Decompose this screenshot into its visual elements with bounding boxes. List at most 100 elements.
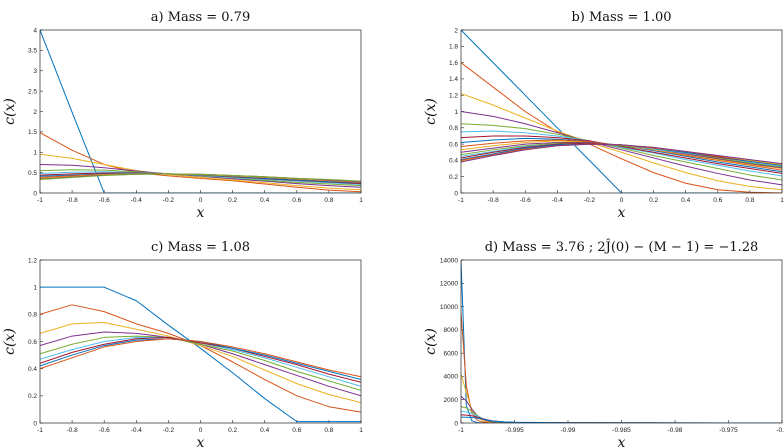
y-tick-label: 1.8 xyxy=(449,44,458,51)
x-tick-label: 0.2 xyxy=(228,197,237,204)
y-tick-label: 2000 xyxy=(444,397,459,404)
x-tick-label: -0.2 xyxy=(163,427,175,434)
panel-4: d) Mass = 3.76 ; 2Ĵ(0) − (M − 1) = −1.28… xyxy=(423,239,784,448)
y-tick-label: 0.8 xyxy=(28,312,37,319)
x-tick-label: 1 xyxy=(359,197,363,204)
series-group xyxy=(40,286,361,423)
y-tick-label: 0.2 xyxy=(28,393,37,400)
y-tick-label: 2 xyxy=(33,109,37,116)
y-tick-label: 8000 xyxy=(444,327,459,334)
series-line-7 xyxy=(461,135,782,174)
series-line-1 xyxy=(40,30,361,193)
series-line-12 xyxy=(40,173,361,182)
x-tick-label: -0.8 xyxy=(487,197,499,204)
panel-title: b) Mass = 1.00 xyxy=(571,10,671,25)
x-tick-label: 0.6 xyxy=(713,197,722,204)
x-tick-label: -0.4 xyxy=(552,197,564,204)
series-line-8 xyxy=(40,338,361,381)
x-tick-label: 0 xyxy=(199,197,203,204)
series-group xyxy=(461,30,782,193)
y-tick-label: 2 xyxy=(454,27,458,34)
series-line-2 xyxy=(40,132,361,193)
series-line-18 xyxy=(461,143,782,165)
series-line-8 xyxy=(461,137,782,173)
series-line-6 xyxy=(461,130,782,177)
y-tick-label: 3 xyxy=(33,68,37,75)
x-tick-label: -0.8 xyxy=(66,197,78,204)
series-line-5 xyxy=(40,335,361,391)
y-tick-label: 4 xyxy=(33,27,37,34)
y-axis-label: c(x) xyxy=(2,98,18,125)
x-tick-label: 0.2 xyxy=(228,427,237,434)
x-tick-label: 0 xyxy=(620,197,624,204)
y-tick-label: 0.5 xyxy=(28,170,37,177)
series-line-3 xyxy=(40,153,361,191)
plot-frame xyxy=(460,259,783,424)
x-tick-label: -0.975 xyxy=(719,427,738,434)
plot-frame xyxy=(460,29,783,194)
x-tick-label: 0 xyxy=(199,427,203,434)
y-tick-label: 12000 xyxy=(440,281,458,288)
y-tick-label: 1 xyxy=(454,109,458,116)
x-axis-label: x xyxy=(197,435,205,448)
series-line-2 xyxy=(461,312,782,423)
series-line-6 xyxy=(40,336,361,387)
y-tick-label: 0.8 xyxy=(449,125,458,132)
x-tick-label: 0.4 xyxy=(260,197,269,204)
y-axis-label: c(x) xyxy=(2,328,18,355)
y-tick-label: 0.6 xyxy=(28,339,37,346)
y-tick-label: 2.5 xyxy=(28,88,37,95)
series-line-3 xyxy=(40,321,361,404)
series-line-9 xyxy=(40,338,361,378)
panel-title: c) Mass = 1.08 xyxy=(151,240,250,255)
panel-title: a) Mass = 0.79 xyxy=(151,10,250,25)
x-tick-label: -1 xyxy=(37,427,43,434)
y-tick-label: 1.2 xyxy=(28,257,37,264)
x-tick-label: -0.2 xyxy=(163,197,175,204)
y-tick-label: 0 xyxy=(33,190,37,197)
x-tick-label: 0.8 xyxy=(324,427,333,434)
y-tick-label: 10000 xyxy=(440,304,458,311)
y-tick-label: 0 xyxy=(454,190,458,197)
series-line-2 xyxy=(461,62,782,193)
x-tick-label: -0.995 xyxy=(505,427,524,434)
y-tick-label: 1.6 xyxy=(449,60,458,67)
x-tick-label: 0.6 xyxy=(292,427,301,434)
y-tick-label: 0.4 xyxy=(28,366,37,373)
panel-title: d) Mass = 3.76 ; 2Ĵ(0) − (M − 1) = −1.28 xyxy=(485,239,759,255)
x-tick-label: -0.9 xyxy=(776,427,784,434)
x-tick-label: 1 xyxy=(359,427,363,434)
x-tick-label: -0.8 xyxy=(66,427,78,434)
y-tick-label: 1 xyxy=(33,284,37,291)
y-tick-label: 0 xyxy=(33,420,37,427)
panel-2: b) Mass = 1.00 -1 -0.8 -0.6 -0.4 -0.2 0 0.2 0.4 0… xyxy=(423,10,784,221)
x-tick-label: -0.2 xyxy=(584,197,596,204)
x-tick-label: 0.6 xyxy=(292,197,301,204)
y-tick-label: 0.6 xyxy=(449,141,458,148)
y-tick-label: 3.5 xyxy=(28,48,37,55)
x-axis-label: x xyxy=(618,205,626,221)
series-line-7 xyxy=(40,336,361,383)
x-tick-label: -0.4 xyxy=(131,427,143,434)
x-tick-label: -0.98 xyxy=(668,427,683,434)
y-tick-label: 1 xyxy=(33,150,37,157)
y-axis-label: c(x) xyxy=(423,98,439,125)
y-tick-label: 6000 xyxy=(444,350,459,357)
x-tick-label: 0.2 xyxy=(649,197,658,204)
y-tick-label: 1.2 xyxy=(449,93,458,100)
series-line-12 xyxy=(461,142,782,168)
y-tick-label: 0.2 xyxy=(449,174,458,181)
series-line-1 xyxy=(461,260,782,423)
series-group xyxy=(40,30,361,193)
x-tick-label: -0.6 xyxy=(520,197,532,204)
panel-1: a) Mass = 0.79 -1 -0.8 -0.6 -0.4 -0.2 0 0.2 0.4 0… xyxy=(2,10,363,221)
x-axis-label: x xyxy=(197,205,205,221)
x-tick-label: 0.4 xyxy=(260,427,269,434)
series-line-5 xyxy=(461,123,782,181)
plot-frame xyxy=(39,259,362,424)
y-tick-label: 0.4 xyxy=(449,158,458,165)
x-tick-label: -1 xyxy=(458,427,464,434)
panel-3: c) Mass = 1.08 -1 -0.8 -0.6 -0.4 -0.2 0 0.2 0.4 0… xyxy=(2,240,363,448)
x-tick-label: -0.985 xyxy=(612,427,631,434)
